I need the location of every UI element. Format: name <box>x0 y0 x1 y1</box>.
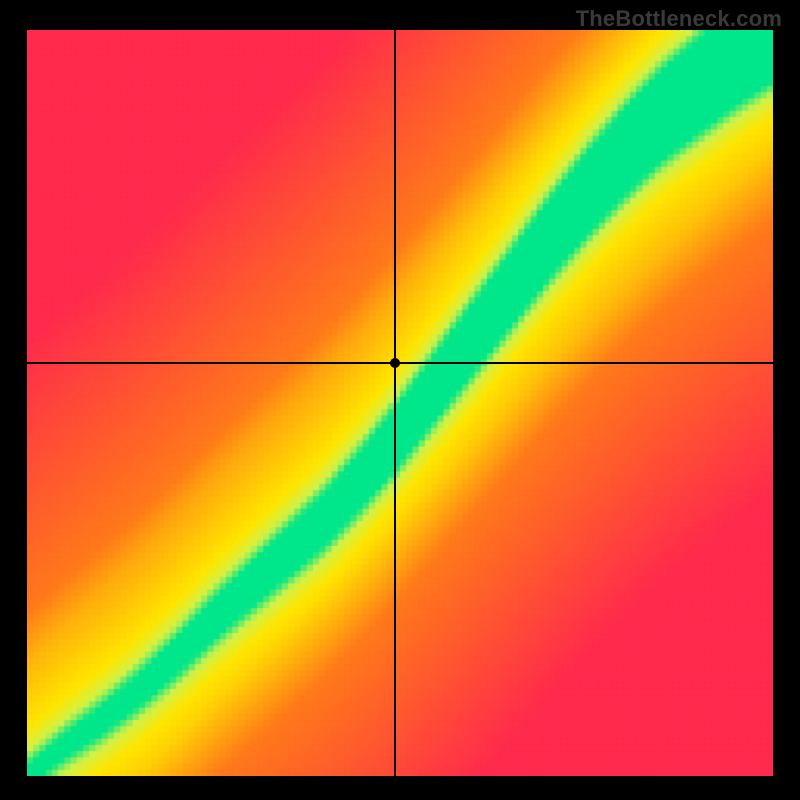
crosshair-vertical <box>394 30 396 776</box>
chart-container: TheBottleneck.com <box>0 0 800 800</box>
watermark-text: TheBottleneck.com <box>576 6 782 32</box>
selected-point-marker <box>390 358 400 368</box>
bottleneck-heatmap <box>27 30 773 776</box>
crosshair-horizontal <box>27 362 773 364</box>
